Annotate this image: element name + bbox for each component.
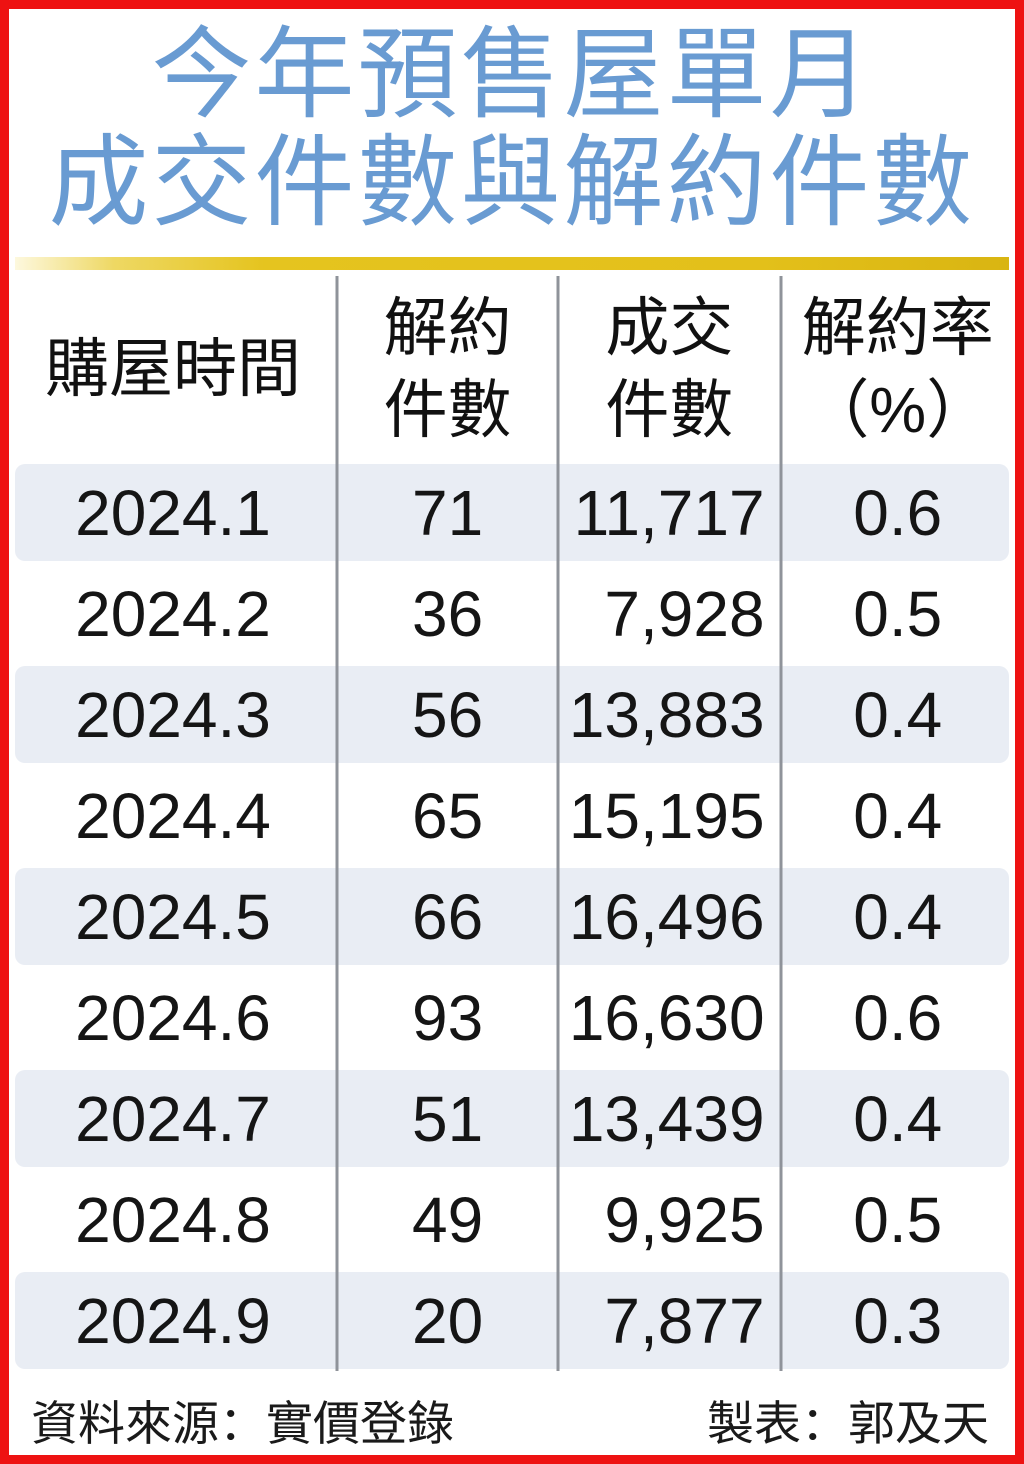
column-divider-1 <box>335 276 339 1371</box>
cancellations-cell: 51 <box>412 1082 484 1155</box>
table-row: 2024.8 49 9,925 0.5 <box>9 1169 1015 1270</box>
period-cell: 2024.7 <box>75 1082 271 1155</box>
deals-cell: 13,439 <box>568 1082 765 1155</box>
deals-cell: 7,877 <box>604 1284 765 1357</box>
period-cell: 2024.4 <box>75 779 271 852</box>
table-row: 2024.4 65 15,195 0.4 <box>9 765 1015 866</box>
credit-label: 製表：郭及天 <box>707 1397 989 1450</box>
title-line-1: 今年預售屋單月 <box>151 19 873 131</box>
table-row: 2024.1 71 11,717 0.6 <box>9 462 1015 563</box>
cancellations-cell: 36 <box>412 577 484 650</box>
table-row: 2024.6 93 16,630 0.6 <box>9 967 1015 1068</box>
cancellations-cell: 56 <box>412 678 484 751</box>
rate-cell: 0.4 <box>853 779 943 852</box>
rate-cell: 0.4 <box>853 1082 943 1155</box>
title-line-2: 成交件數與解約件數 <box>48 127 976 239</box>
deals-cell: 16,630 <box>568 981 765 1054</box>
period-cell: 2024.6 <box>75 981 271 1054</box>
column-header-deals: 成交 件數 <box>605 292 734 446</box>
cancellations-cell: 49 <box>412 1183 484 1256</box>
deals-cell: 7,928 <box>604 577 765 650</box>
rate-cell: 0.3 <box>853 1284 943 1357</box>
column-divider-3 <box>779 276 783 1371</box>
table-row: 2024.9 20 7,877 0.3 <box>9 1270 1015 1371</box>
rate-cell: 0.6 <box>853 476 943 549</box>
column-divider-2 <box>556 276 560 1371</box>
table-header-row: 購屋時間 解約 件數 成交 件數 解約率 （%） <box>9 276 1015 462</box>
data-table: 購屋時間 解約 件數 成交 件數 解約率 （%） 2024.1 71 11,71… <box>9 276 1015 1371</box>
gold-divider-rule <box>15 257 1009 270</box>
period-cell: 2024.9 <box>75 1284 271 1357</box>
rate-cell: 0.4 <box>853 880 943 953</box>
deals-cell: 13,883 <box>568 678 765 751</box>
period-cell: 2024.1 <box>75 476 271 549</box>
table-footer: 資料來源：實價登錄 製表：郭及天 <box>31 1385 989 1454</box>
deals-cell: 11,717 <box>573 476 765 549</box>
period-cell: 2024.2 <box>75 577 271 650</box>
rate-cell: 0.5 <box>853 577 943 650</box>
rate-cell: 0.4 <box>853 678 943 751</box>
column-header-period: 購屋時間 <box>44 333 301 405</box>
page-title: 今年預售屋單月 成交件數與解約件數 <box>9 21 1015 237</box>
column-header-cancellations: 解約 件數 <box>383 292 512 446</box>
table-row: 2024.2 36 7,928 0.5 <box>9 563 1015 664</box>
column-header-rate: 解約率 （%） <box>801 292 994 446</box>
cancellations-cell: 20 <box>412 1284 484 1357</box>
period-cell: 2024.8 <box>75 1183 271 1256</box>
rate-cell: 0.5 <box>853 1183 943 1256</box>
rate-cell: 0.6 <box>853 981 943 1054</box>
table-row: 2024.3 56 13,883 0.4 <box>9 664 1015 765</box>
table-row: 2024.5 66 16,496 0.4 <box>9 866 1015 967</box>
cancellations-cell: 65 <box>412 779 484 852</box>
deals-cell: 9,925 <box>604 1183 765 1256</box>
cancellations-cell: 93 <box>412 981 484 1054</box>
table-row: 2024.7 51 13,439 0.4 <box>9 1068 1015 1169</box>
period-cell: 2024.5 <box>75 880 271 953</box>
deals-cell: 15,195 <box>568 779 765 852</box>
cancellations-cell: 71 <box>412 476 484 549</box>
period-cell: 2024.3 <box>75 678 271 751</box>
deals-cell: 16,496 <box>568 880 765 953</box>
cancellations-cell: 66 <box>412 880 484 953</box>
data-source-label: 資料來源：實價登錄 <box>31 1397 454 1450</box>
